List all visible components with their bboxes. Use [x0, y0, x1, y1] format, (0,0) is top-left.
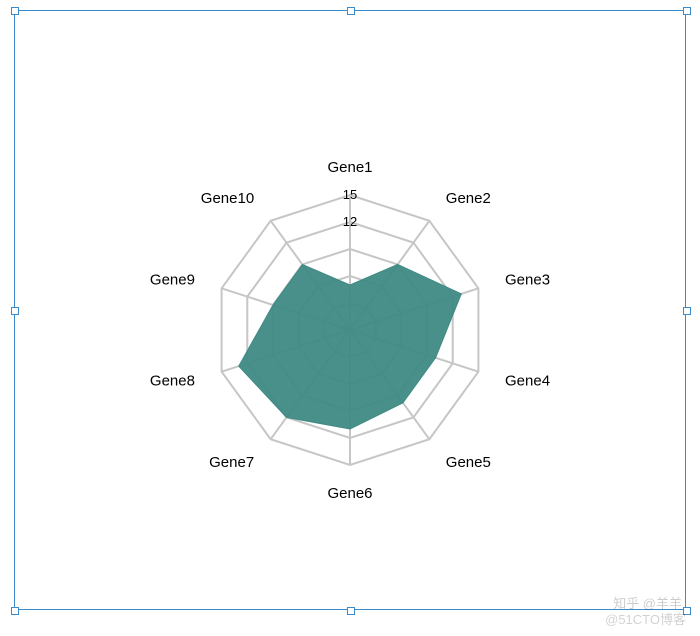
- selection-handle[interactable]: [11, 607, 19, 615]
- selection-handle[interactable]: [683, 307, 691, 315]
- selection-frame: [14, 10, 686, 610]
- selection-handle[interactable]: [347, 7, 355, 15]
- selection-handle[interactable]: [683, 7, 691, 15]
- selection-handle[interactable]: [11, 307, 19, 315]
- selection-handle[interactable]: [683, 607, 691, 615]
- selection-handle[interactable]: [347, 607, 355, 615]
- selection-handle[interactable]: [11, 7, 19, 15]
